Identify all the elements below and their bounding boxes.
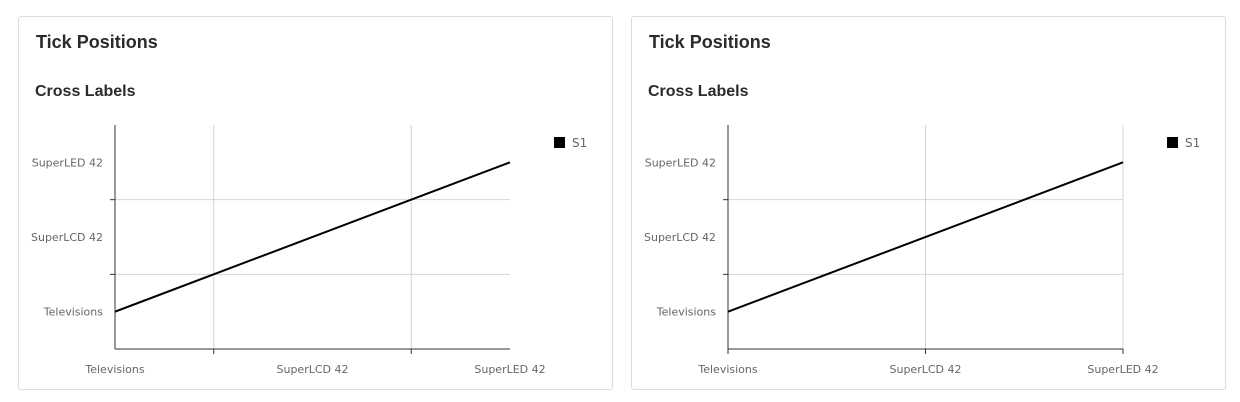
- card-title: Tick Positions: [36, 32, 158, 52]
- line-chart: Televisions SuperLCD 42 SuperLED 42 Televis…: [644, 125, 1200, 376]
- legend-swatch: [554, 137, 565, 148]
- legend-label: S1: [1185, 136, 1200, 150]
- x-tick-label: SuperLED 42: [474, 363, 545, 376]
- x-tick-label: Televisions: [697, 363, 757, 376]
- chart-title: Cross Labels: [648, 83, 749, 100]
- chart-title: Cross Labels: [35, 83, 136, 100]
- x-tick-label: SuperLCD 42: [277, 363, 349, 376]
- chart-card-left: Tick Positions Cross Labels Televisions S…: [18, 16, 613, 390]
- x-tick-label: SuperLCD 42: [890, 363, 962, 376]
- legend-label: S1: [572, 136, 587, 150]
- y-tick-label: Televisions: [43, 306, 103, 319]
- series-line: [727, 161, 1124, 313]
- x-tick-label: Televisions: [84, 363, 144, 376]
- series-line: [114, 161, 511, 313]
- y-tick-label: Televisions: [656, 306, 716, 319]
- card-title: Tick Positions: [649, 32, 771, 52]
- y-tick-label: SuperLCD 42: [644, 231, 716, 244]
- legend-swatch: [1167, 137, 1178, 148]
- y-tick-label: SuperLCD 42: [31, 231, 103, 244]
- x-tick-label: SuperLED 42: [1087, 363, 1158, 376]
- y-tick-label: SuperLED 42: [645, 156, 716, 169]
- y-tick-label: SuperLED 42: [32, 156, 103, 169]
- chart-card-right: Tick Positions Cross Labels Televisions S…: [631, 16, 1226, 390]
- line-chart: Televisions SuperLCD 42 SuperLED 42 Televis…: [31, 125, 587, 376]
